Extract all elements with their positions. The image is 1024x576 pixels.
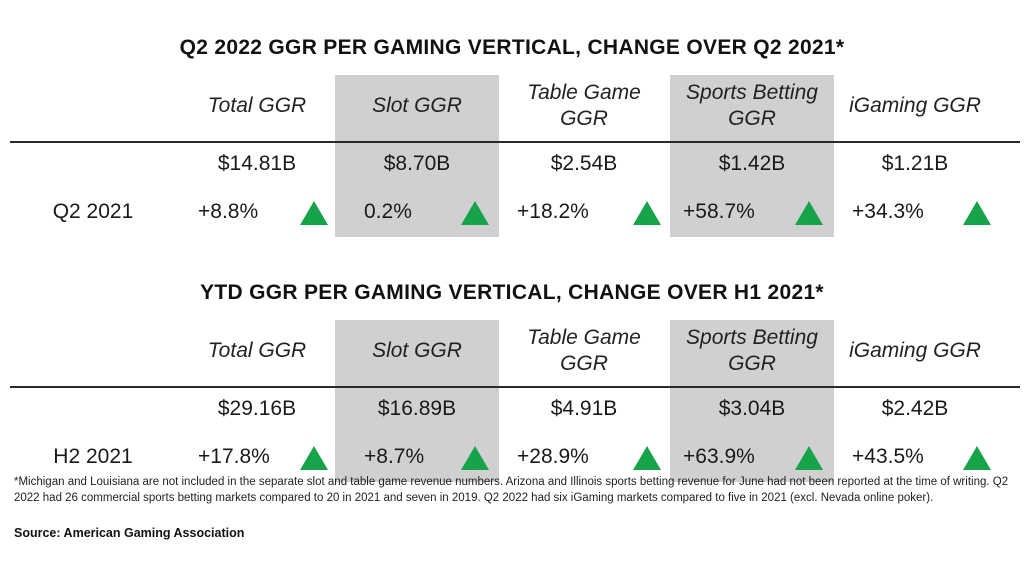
column-header: Table Game GGR	[527, 81, 641, 130]
change-value: +8.8%	[198, 200, 259, 223]
header-rule	[10, 386, 1020, 388]
ggr-value: $16.89B	[377, 397, 457, 420]
header-rule	[10, 141, 1020, 143]
up-arrow-icon	[963, 446, 991, 470]
footnote: *Michigan and Louisiana are not included…	[14, 476, 1009, 504]
up-arrow-icon	[461, 201, 489, 225]
up-arrow-icon	[795, 201, 823, 225]
column-header: iGaming GGR	[849, 94, 981, 117]
change-value: +8.7%	[364, 445, 425, 468]
up-arrow-icon	[795, 446, 823, 470]
column-header: Total GGR	[207, 94, 307, 117]
change-value: +43.5%	[852, 445, 924, 468]
row-label: H2 2021	[53, 445, 133, 468]
ggr-value: $29.16B	[217, 397, 297, 420]
up-arrow-icon	[300, 201, 328, 225]
change-value: +28.9%	[517, 445, 589, 468]
change-value: +63.9%	[683, 445, 755, 468]
table-title: YTD GGR PER GAMING VERTICAL, CHANGE OVER…	[200, 281, 824, 304]
ggr-value: $3.04B	[718, 397, 786, 420]
table-title: Q2 2022 GGR PER GAMING VERTICAL, CHANGE …	[179, 36, 845, 59]
ggr-value: $14.81B	[217, 152, 297, 175]
ggr-value: $2.54B	[550, 152, 618, 175]
change-value: +34.3%	[852, 200, 924, 223]
change-value: 0.2%	[364, 200, 412, 223]
up-arrow-icon	[461, 446, 489, 470]
up-arrow-icon	[300, 446, 328, 470]
change-value: +18.2%	[517, 200, 589, 223]
ggr-value: $2.42B	[881, 397, 949, 420]
column-header: Slot GGR	[372, 94, 462, 117]
source-note: Source: American Gaming Association	[14, 526, 245, 540]
up-arrow-icon	[633, 446, 661, 470]
column-header: Sports Betting GGR	[686, 81, 818, 130]
column-header: Sports Betting GGR	[686, 326, 818, 375]
ggr-value: $8.70B	[383, 152, 451, 175]
column-header: Total GGR	[207, 339, 307, 362]
up-arrow-icon	[633, 201, 661, 225]
change-value: +17.8%	[198, 445, 270, 468]
column-header: Table Game GGR	[527, 326, 641, 375]
column-header: iGaming GGR	[849, 339, 981, 362]
change-value: +58.7%	[683, 200, 755, 223]
up-arrow-icon	[963, 201, 991, 225]
ggr-value: $1.42B	[718, 152, 786, 175]
row-label: Q2 2021	[52, 200, 134, 223]
ggr-value: $4.91B	[550, 397, 618, 420]
column-header: Slot GGR	[372, 339, 462, 362]
ggr-value: $1.21B	[881, 152, 949, 175]
